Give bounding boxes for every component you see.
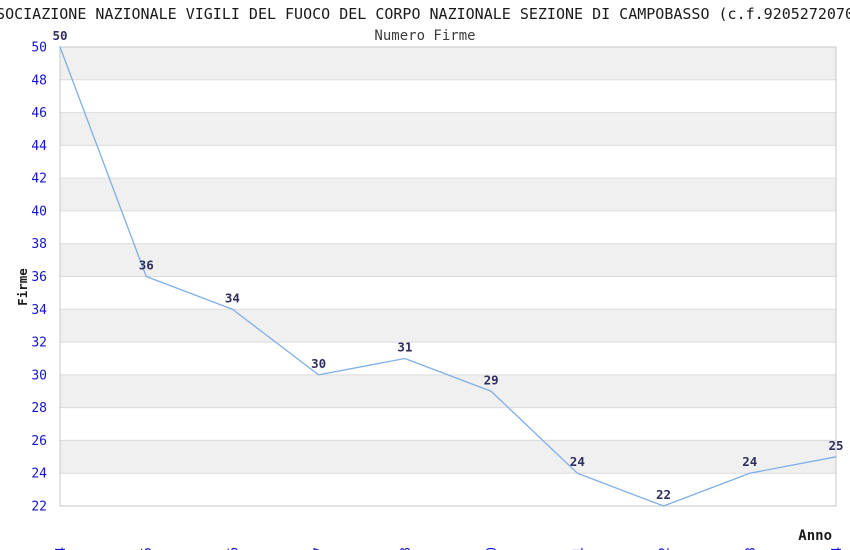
x-tick-label: 2014 (54, 547, 69, 550)
y-tick-label: 36 (31, 270, 47, 285)
plot-band (60, 112, 836, 146)
x-axis-label: Anno (798, 528, 832, 544)
y-tick-label: 50 (31, 41, 47, 56)
x-tick-labels: 2014 2015 2016 2017 2018 2020 2021 2022 2023 2024 (54, 547, 845, 550)
x-tick-label: 2023 (744, 547, 759, 550)
plot-band (60, 342, 836, 375)
data-point-label: 34 (225, 290, 240, 305)
y-tick-label: 40 (31, 204, 47, 219)
y-tick-label: 22 (31, 500, 47, 515)
y-tick-label: 34 (31, 303, 47, 318)
plot-band (60, 309, 836, 343)
y-tick-label: 44 (31, 139, 47, 154)
y-tick-label: 38 (31, 237, 47, 252)
x-tick-label: 2017 (313, 547, 328, 550)
x-tick-label: 2015 (140, 547, 155, 550)
y-tick-label: 26 (31, 434, 47, 449)
chart-subtitle: Numero Firme (374, 28, 475, 44)
plot-band (60, 440, 836, 474)
data-line (59, 46, 837, 507)
y-tick-labels: 22 24 26 28 30 32 34 36 38 40 42 44 46 48 50 (31, 41, 47, 515)
plot-border (59, 46, 837, 507)
chart-title: ASSOCIAZIONE NAZIONALE VIGILI DEL FUOCO … (0, 5, 850, 23)
y-tick-label: 32 (31, 336, 47, 351)
x-tick-label: 2018 (399, 547, 414, 550)
data-point-label: 29 (484, 372, 499, 387)
plot-band (60, 210, 836, 244)
plot-band (60, 407, 836, 441)
data-point-label: 31 (397, 339, 412, 354)
data-point-label: 24 (570, 454, 585, 469)
plot-band (60, 79, 836, 113)
y-tick-label: 46 (31, 106, 47, 121)
plot-band (60, 243, 836, 277)
y-axis-label: Firme (15, 268, 30, 306)
x-tick-label: 2021 (571, 547, 586, 550)
data-point-label: 24 (742, 454, 757, 469)
plot-band (60, 374, 836, 408)
plot-band (60, 47, 836, 80)
plot-bands (60, 47, 836, 506)
data-point-label: 50 (52, 28, 67, 43)
plot-band (60, 145, 836, 179)
plot-band (60, 473, 836, 506)
plot-band (60, 276, 836, 310)
x-tick-label: 2016 (226, 547, 241, 550)
y-tick-label: 42 (31, 172, 47, 187)
x-tick-label: 2024 (830, 547, 845, 550)
data-point-label: 30 (311, 356, 326, 371)
y-tick-label: 30 (31, 368, 47, 383)
data-point-labels: 50 36 34 30 31 29 24 22 24 25 (52, 28, 843, 502)
y-tick-label: 24 (31, 467, 47, 482)
data-point-label: 22 (656, 487, 671, 502)
plot-band (60, 178, 836, 211)
y-tick-label: 48 (31, 73, 47, 88)
data-point-label: 25 (828, 438, 843, 453)
x-tick-label: 2020 (485, 547, 500, 550)
data-point-label: 36 (139, 258, 154, 273)
y-tick-label: 28 (31, 401, 47, 416)
x-tick-label: 2022 (658, 547, 673, 550)
